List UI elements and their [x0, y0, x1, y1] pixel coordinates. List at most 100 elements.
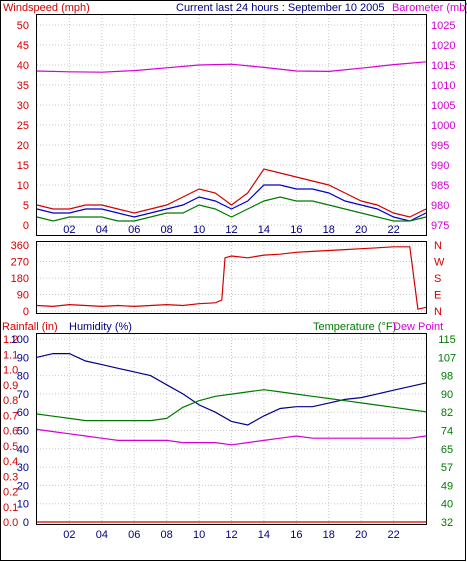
barometer-tick-label: 975	[431, 220, 449, 232]
barometer-tick-label: 985	[431, 180, 449, 192]
rain-humidity-temperature-plot-area	[36, 333, 427, 525]
windspeed-tick-label: 35	[17, 80, 29, 92]
barometer-tick-label: 1000	[431, 120, 455, 132]
temperature-axis-label: Temperature (°F)	[313, 321, 396, 333]
barometer-tick-label: 990	[431, 160, 449, 172]
rainfall-tick-label: 0.3	[3, 471, 18, 483]
barometer-tick-label: 995	[431, 140, 449, 152]
x-tick-label: 22	[387, 224, 399, 236]
x-tick-label: 14	[258, 529, 270, 541]
temperature-tick-label: 107	[438, 352, 456, 364]
barometer-tick-label: 1005	[431, 100, 455, 112]
barometer-series	[36, 61, 427, 73]
rainfall-tick-label: 0.8	[3, 395, 18, 407]
rainfall-tick-label: 0.5	[3, 441, 18, 453]
chart-title: Current last 24 hours : September 10 200…	[176, 2, 385, 14]
humidity-tick-label: 90	[17, 352, 29, 364]
rainfall-axis-label: Rainfall (in)	[2, 321, 58, 333]
x-tick-label: 04	[96, 529, 108, 541]
windspeed-tick-label: 30	[17, 100, 29, 112]
rainfall-tick-label: 0.1	[3, 502, 18, 514]
temperature-tick-label: 98	[441, 371, 453, 383]
windspeed-tick-label: 5	[23, 200, 29, 212]
x-tick-label: 16	[290, 224, 302, 236]
rainfall-tick-label: 0.6	[3, 426, 18, 438]
direction-tick-label: 0	[23, 306, 29, 318]
compass-tick-label: S	[434, 273, 441, 285]
barometer-tick-label: 1010	[431, 80, 455, 92]
x-tick-label: 10	[193, 529, 205, 541]
gust_green-series	[36, 196, 427, 222]
barometer-tick-label: 980	[431, 200, 449, 212]
barometer-tick-label: 1025	[431, 20, 455, 32]
temperature-tick-label: 82	[441, 407, 453, 419]
windspeed-tick-label: 10	[17, 180, 29, 192]
compass-tick-label: W	[434, 257, 445, 269]
rain-humidity-temperature-panel: 0.00.10.20.30.40.50.60.70.80.91.01.11.2 …	[3, 333, 456, 541]
barometer-tick-label: 1020	[431, 40, 455, 52]
gust_blue-series	[36, 184, 427, 222]
x-tick-label: 22	[387, 529, 399, 541]
direction-tick-label: 90	[17, 290, 29, 302]
x-tick-label: 04	[96, 224, 108, 236]
humidity-tick-label: 70	[17, 389, 29, 401]
x-tick-label: 02	[63, 224, 75, 236]
direction-tick-label: 180	[11, 273, 29, 285]
humidity-tick-label: 50	[17, 426, 29, 438]
x-tick-label: 08	[161, 529, 173, 541]
compass-tick-label: E	[434, 290, 441, 302]
rainfall-tick-label: 1.0	[3, 365, 18, 377]
windspeed-tick-label: 25	[17, 120, 29, 132]
humidity-axis-label: Humidity (%)	[69, 321, 132, 333]
humidity-tick-label: 80	[17, 371, 29, 383]
windspeed-tick-label: 0	[23, 220, 29, 232]
x-tick-label: 12	[225, 224, 237, 236]
humidity-series	[36, 353, 427, 426]
rainfall-tick-label: 1.2	[3, 334, 18, 346]
x-tick-label: 12	[225, 529, 237, 541]
temperature-tick-label: 90	[441, 389, 453, 401]
temperature-tick-label: 74	[441, 426, 453, 438]
x-tick-label: 18	[323, 529, 335, 541]
x-tick-label: 14	[258, 224, 270, 236]
temperature-tick-label: 40	[441, 499, 453, 511]
windspeed-series	[36, 168, 427, 218]
x-tick-label: 06	[128, 224, 140, 236]
windspeed-tick-label: 40	[17, 60, 29, 72]
temperature-tick-label: 65	[441, 444, 453, 456]
temperature-tick-label: 57	[441, 462, 453, 474]
humidity-tick-label: 20	[17, 480, 29, 492]
temperature-tick-label: 49	[441, 480, 453, 492]
temperature-series	[36, 389, 427, 422]
x-tick-label: 02	[63, 529, 75, 541]
humidity-tick-label: 0	[23, 517, 29, 529]
direction-tick-label: 360	[11, 240, 29, 252]
rainfall-tick-label: 0.2	[3, 487, 18, 499]
windspeed-tick-label: 50	[17, 20, 29, 32]
rainfall-tick-label: 0.0	[3, 517, 18, 529]
humidity-tick-label: 40	[17, 444, 29, 456]
humidity-tick-label: 100	[11, 334, 29, 346]
x-tick-label: 20	[355, 224, 367, 236]
windspeed-tick-label: 20	[17, 140, 29, 152]
humidity-tick-label: 60	[17, 407, 29, 419]
rainfall-tick-label: 1.1	[3, 349, 18, 361]
windspeed-tick-label: 15	[17, 160, 29, 172]
x-tick-label: 08	[161, 224, 173, 236]
x-tick-label: 16	[290, 529, 302, 541]
dewpoint-axis-label: Dew Point	[393, 321, 443, 333]
barometer-axis-label: Barometer (mb)	[392, 2, 467, 14]
wind_direction-series	[36, 246, 427, 310]
humidity-tick-label: 10	[17, 499, 29, 511]
humidity-tick-label: 30	[17, 462, 29, 474]
x-tick-label: 20	[355, 529, 367, 541]
windspeed-axis-label: Windspeed (mph)	[3, 2, 90, 14]
compass-tick-label: N	[434, 306, 442, 318]
temperature-tick-label: 32	[441, 517, 453, 529]
rainfall-tick-label: 0.9	[3, 380, 18, 392]
x-tick-label: 18	[323, 224, 335, 236]
